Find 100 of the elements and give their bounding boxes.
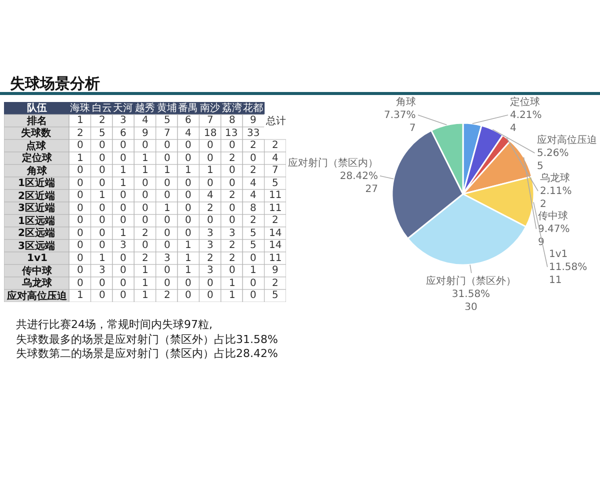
- y-tick-label: 1v1: [27, 253, 48, 264]
- data-label: 1: [142, 165, 148, 176]
- data-label: 1: [185, 253, 192, 264]
- y-tick-label: 3区远端: [18, 240, 55, 252]
- data-label: 0: [164, 215, 170, 226]
- data-label: 11: [269, 253, 282, 264]
- data-label: 0: [164, 278, 170, 289]
- data-label: 1: [99, 253, 106, 264]
- data-label: 0: [77, 215, 84, 226]
- data-label: 2: [164, 290, 170, 301]
- data-label: 2: [272, 278, 278, 289]
- data-label: 0: [77, 140, 84, 151]
- x-tick-label: 黄埔: [157, 102, 177, 114]
- data-label: 4: [250, 178, 256, 189]
- data-label: 1: [120, 228, 126, 239]
- data-label: 5: [99, 128, 106, 139]
- data-label: 0: [207, 290, 214, 301]
- data-label: 1: [142, 278, 148, 289]
- slice-label: 应对射门（禁区外）: [426, 275, 516, 287]
- x-tick-label: 白云: [92, 102, 112, 114]
- data-label: 18: [204, 128, 217, 139]
- data-label: 4: [250, 190, 256, 201]
- data-label: 0: [207, 153, 214, 164]
- data-label: 0: [77, 190, 84, 201]
- data-label: 9: [250, 115, 256, 126]
- data-label: 0: [185, 140, 192, 151]
- data-label: 3: [207, 240, 214, 251]
- data-label: 14: [269, 228, 282, 239]
- data-label: 3: [207, 228, 214, 239]
- data-label: 1: [77, 115, 84, 126]
- x-tick-label: 番禺: [178, 102, 198, 114]
- data-label: 0: [99, 228, 106, 239]
- data-label: 2: [250, 215, 256, 226]
- data-label: 0: [250, 278, 256, 289]
- data-label: 5: [250, 240, 256, 251]
- data-label: 3: [120, 115, 126, 126]
- data-label: 0: [229, 215, 236, 226]
- data-label: 1: [142, 290, 148, 301]
- data-label: 2: [207, 203, 214, 214]
- data-label: 0: [229, 265, 236, 276]
- data-label: 0: [229, 203, 236, 214]
- data-label: 0: [99, 215, 106, 226]
- data-label: 2: [540, 199, 546, 210]
- data-label: 0: [207, 278, 214, 289]
- chart-title: 失球场景分析: [10, 74, 100, 92]
- data-label: 0: [120, 265, 126, 276]
- text: 11.58%: [549, 262, 588, 273]
- data-label: 0: [142, 203, 148, 214]
- x-tick-label: 海珠: [70, 102, 90, 114]
- y-tick-label: 定位球: [21, 152, 53, 164]
- data-label: 0: [77, 265, 84, 276]
- data-label: 11: [269, 203, 282, 214]
- data-label: 2: [250, 165, 256, 176]
- data-label: 0: [185, 203, 192, 214]
- data-label: 0: [185, 290, 192, 301]
- data-label: 0: [99, 165, 106, 176]
- data-label: 6: [120, 128, 126, 139]
- text: 28.42%: [340, 171, 378, 182]
- data-label: 5: [272, 178, 278, 189]
- y-tick-label: 3区近端: [18, 202, 55, 214]
- data-label: 1: [185, 265, 192, 276]
- data-label: 5: [164, 115, 170, 126]
- data-label: 5: [250, 228, 256, 239]
- data-label: 2: [250, 140, 256, 151]
- data-label: 0: [164, 228, 170, 239]
- data-label: 0: [120, 278, 126, 289]
- data-label: 0: [99, 203, 106, 214]
- data-label: 2: [77, 128, 84, 139]
- y-tick-label: 失球数: [21, 127, 52, 139]
- data-label: 0: [77, 228, 84, 239]
- x-tick-label: 南沙: [200, 102, 220, 114]
- data-label: 9: [538, 237, 544, 248]
- data-label: 0: [99, 290, 106, 301]
- data-label: 0: [120, 203, 126, 214]
- data-label: 11: [549, 275, 562, 286]
- data-label: 1: [142, 265, 148, 276]
- text: 31.58%: [452, 289, 490, 300]
- data-label: 3: [99, 265, 106, 276]
- data-label: 0: [250, 153, 256, 164]
- data-label: 3: [120, 240, 126, 251]
- data-label: 5: [537, 161, 544, 172]
- data-label: 0: [142, 190, 148, 201]
- data-label: 1: [99, 190, 106, 201]
- data-label: 0: [77, 203, 84, 214]
- x-axis-title: 队伍: [27, 102, 47, 114]
- data-label: 9: [272, 265, 278, 276]
- data-label: 2: [142, 228, 148, 239]
- data-label: 2: [99, 115, 106, 126]
- data-label: 13: [225, 128, 238, 139]
- data-label: 3: [164, 253, 170, 264]
- y-tick-label: 2区近端: [18, 190, 55, 202]
- data-label: 0: [77, 240, 84, 251]
- data-label: 11: [269, 190, 282, 201]
- x-tick-label: 总计: [265, 115, 286, 127]
- data-label: 1: [185, 240, 192, 251]
- data-label: 4: [510, 123, 516, 134]
- x-tick-label: 花都: [243, 102, 263, 114]
- data-label: 8: [229, 115, 236, 126]
- data-label: 5: [272, 290, 278, 301]
- data-label: 0: [142, 215, 148, 226]
